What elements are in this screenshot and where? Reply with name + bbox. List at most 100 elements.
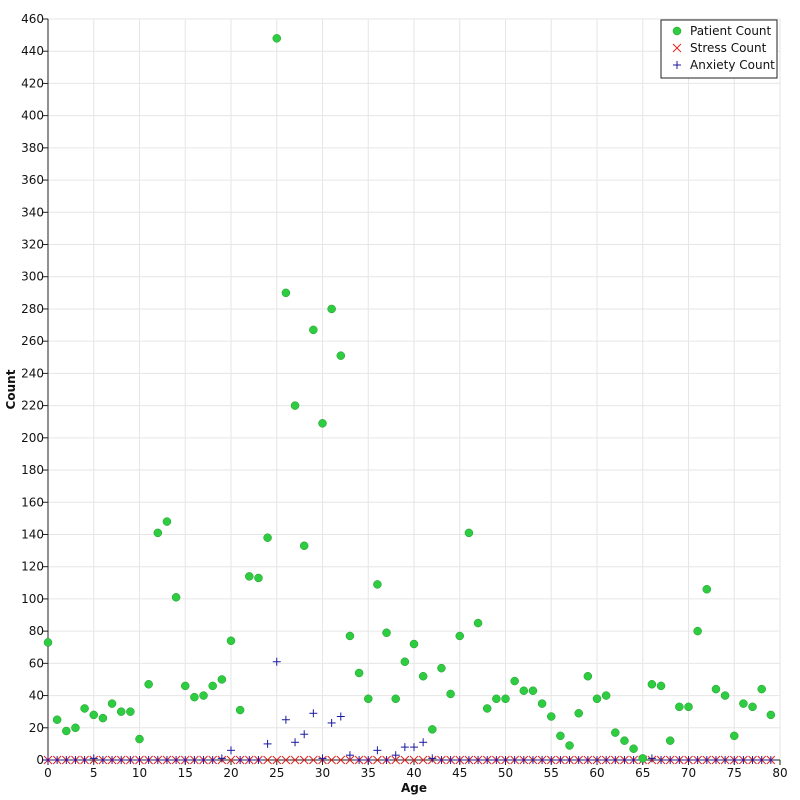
anxiety-count-point [657, 756, 666, 764]
anxiety-count-point [217, 754, 226, 763]
x-axis-title: Age [401, 781, 427, 795]
x-tick-label: 60 [589, 766, 604, 780]
patient-count-point [693, 626, 702, 636]
x-tick-label: 80 [772, 766, 787, 780]
patient-count-point [510, 676, 519, 686]
y-tick-label: 200 [21, 431, 44, 445]
patient-count-point [89, 710, 98, 720]
anxiety-count-point [89, 754, 98, 763]
anxiety-count-point [574, 756, 583, 764]
stress-count-point-stroke [418, 755, 428, 765]
anxiety-count-point [583, 756, 592, 764]
legend-anxiety-count-marker [673, 61, 681, 69]
patient-count-point [364, 694, 373, 704]
patient-count-point [135, 734, 144, 744]
patient-count-point [748, 702, 757, 712]
stress-count-point-stroke [263, 755, 272, 765]
anxiety-count-point [309, 709, 318, 718]
patient-count-point [391, 694, 400, 704]
y-tick-label: 0 [36, 753, 44, 767]
anxiety-count-point [510, 756, 519, 764]
y-tick-label: 140 [21, 527, 44, 541]
patient-count-point [181, 681, 190, 691]
patient-count-point [547, 712, 556, 721]
anxiety-count-point [593, 756, 601, 764]
patient-count-point [437, 663, 446, 673]
anxiety-count-point [757, 756, 766, 764]
y-tick-label: 240 [21, 366, 44, 380]
y-tick-label: 20 [29, 721, 44, 735]
y-tick-label: 340 [21, 205, 44, 219]
patient-count-point [171, 593, 181, 602]
patient-count-point [574, 709, 583, 718]
stress-count-point [272, 755, 282, 765]
patient-count-point [519, 686, 529, 695]
patient-count-point [757, 684, 766, 694]
anxiety-count-point [364, 756, 373, 764]
anxiety-count-point [236, 756, 245, 764]
x-tick-label: 15 [178, 766, 193, 780]
anxiety-count-point [666, 756, 675, 764]
x-tick-label: 0 [44, 766, 52, 780]
x-tick-label: 55 [544, 766, 559, 780]
patient-count-point [43, 638, 53, 647]
patient-count-point [565, 741, 574, 750]
stress-count-point [409, 755, 419, 765]
y-tick-label: 300 [21, 270, 44, 284]
stress-count-point-stroke [226, 755, 236, 765]
y-tick-label: 400 [21, 109, 44, 123]
anxiety-count-point [382, 756, 391, 764]
anxiety-count-point [547, 756, 556, 764]
patient-count-point [739, 699, 748, 708]
patient-count-point [116, 707, 126, 716]
patient-count-point [556, 731, 565, 741]
legend: Patient Count Stress Count Anxiety Count [660, 19, 778, 79]
anxiety-count-point [117, 756, 126, 764]
y-tick-label: 220 [21, 399, 44, 413]
y-tick-label: 440 [21, 44, 44, 58]
stress-count-point [308, 755, 318, 765]
y-tick-label: 120 [21, 560, 44, 574]
y-tick-label: 360 [21, 173, 44, 187]
patient-count-point [336, 351, 346, 360]
patient-count-point [98, 713, 108, 723]
stress-count-point-stroke [409, 755, 419, 765]
patient-count-point [281, 288, 291, 298]
patient-count-point [208, 681, 217, 691]
anxiety-count-point [711, 756, 720, 764]
patient-count-point [528, 686, 538, 695]
patient-count-point [730, 731, 739, 741]
series-layer [43, 34, 776, 765]
patient-count-point [592, 694, 602, 704]
patient-count-point [190, 692, 199, 702]
patient-count-point [309, 325, 318, 335]
patient-count-point [620, 736, 629, 745]
patient-count-point [492, 694, 501, 704]
anxiety-count-point [428, 754, 437, 763]
x-tick-label: 25 [269, 766, 284, 780]
patient-count-point [327, 304, 336, 314]
patient-count-point [720, 691, 730, 700]
anxiety-count-point [98, 756, 107, 764]
stress-count-point-stroke [345, 755, 355, 765]
anxiety-count-point [437, 756, 446, 764]
stress-count-point [281, 755, 291, 765]
anxiety-count-point [455, 756, 464, 764]
patient-count-point [766, 710, 776, 720]
anxiety-count-point [501, 756, 510, 764]
anxiety-count-point [355, 756, 364, 764]
patient-count-point [153, 528, 163, 538]
anxiety-count-point [318, 754, 327, 763]
anxiety-count-point [565, 756, 574, 764]
anxiety-count-point [739, 756, 748, 764]
anxiety-count-point [53, 756, 62, 764]
legend-stress-count-label: Stress Count [690, 41, 767, 55]
patient-count-point [354, 668, 364, 678]
anxiety-count-point [162, 756, 171, 764]
anxiety-count-point [336, 712, 345, 721]
anxiety-count-point [300, 730, 309, 739]
stress-count-point [327, 755, 337, 765]
anxiety-count-point [702, 756, 711, 764]
anxiety-count-point [602, 756, 611, 764]
